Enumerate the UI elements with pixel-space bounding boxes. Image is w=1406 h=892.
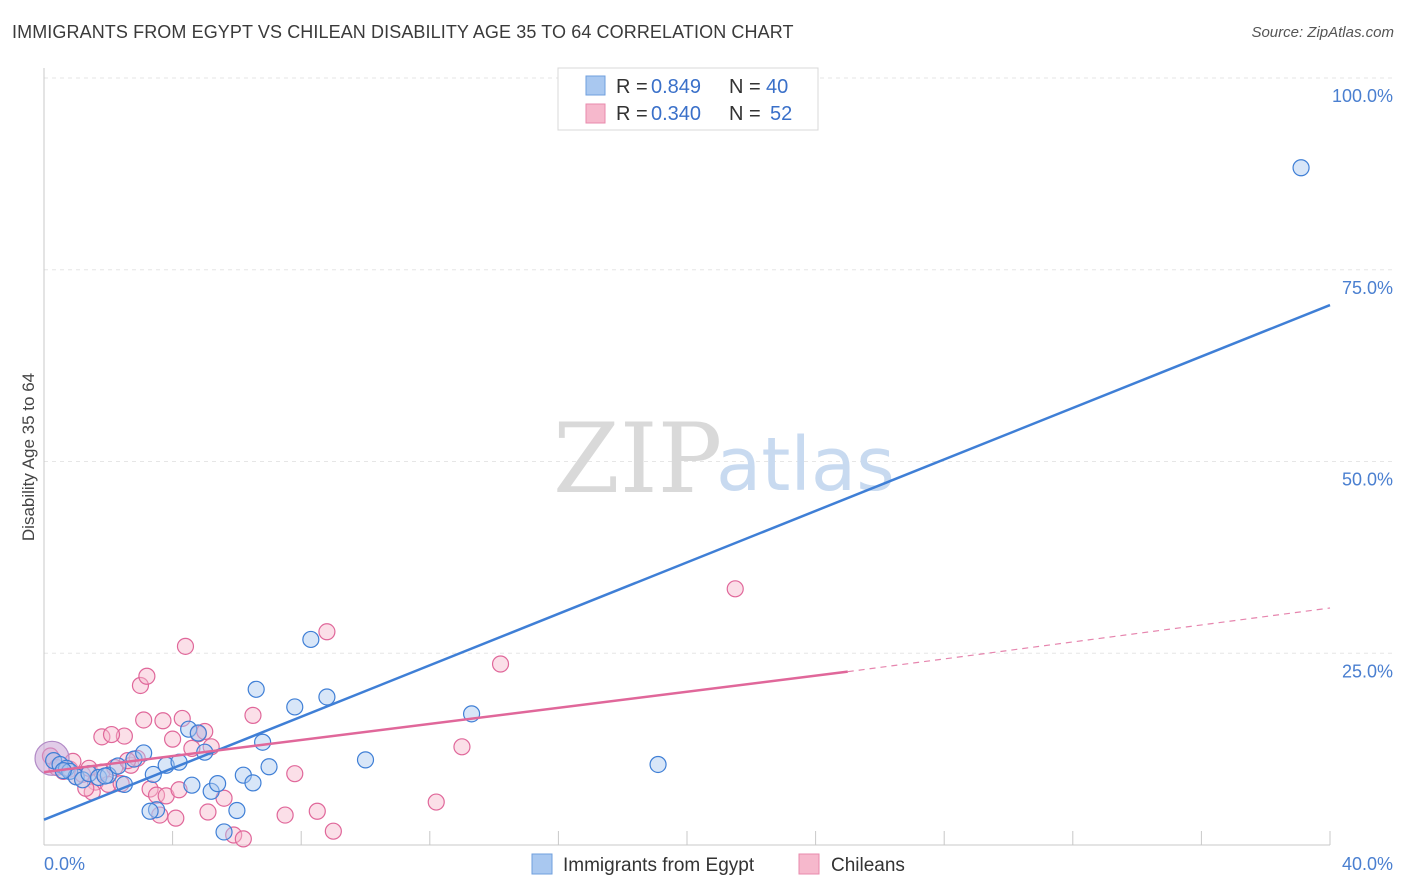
legend-n-label-pink: N = [729,103,761,125]
chileans-point-30 [199,803,217,821]
chileans-point-40 [324,822,342,840]
chileans-point-12 [115,727,133,745]
egypt-point-25 [228,801,246,820]
y-tick-labels: 25.0% 50.0% 75.0% 100.0% [1332,86,1393,681]
chileans-point-37 [286,765,304,783]
chileans-point-25 [173,709,191,728]
legend-swatch-blue [585,75,606,96]
legend-n-value-pink: 52 [770,103,792,125]
grid-layer [44,77,1393,654]
y-tick-label-50: 50.0% [1342,470,1393,490]
chileans-point-42 [453,738,471,756]
egypt-point-39 [96,767,114,785]
chart-title: IMMIGRANTS FROM EGYPT VS CHILEAN DISABIL… [12,22,794,42]
chileans-point-24 [170,781,188,799]
chart-source: Source: ZipAtlas.com [1251,24,1394,41]
chileans-point-23 [167,809,185,827]
egypt-point-37 [1292,159,1310,177]
series-legend-label-egypt: Immigrants from Egypt [563,855,755,876]
stats-legend: R = 0.849 N = 40 R = 0.340 N = 52 [557,67,819,131]
egypt-point-16 [180,720,198,738]
egypt-point-12 [135,744,153,762]
x-tick-label-max: 40.0% [1342,854,1393,874]
chileans-point-41 [427,793,445,811]
chileans-point-35 [244,706,262,724]
chileans-point-22 [164,730,182,748]
legend-r-value-blue: 0.849 [651,76,701,98]
legend-swatch-pink [585,103,606,124]
egypt-trend-line [43,303,1331,821]
chileans-point-39 [318,623,336,641]
egypt-point-30 [260,758,278,776]
chileans-point-19 [147,786,166,804]
watermark: ZIP atlas [553,403,895,515]
egypt-point-17 [189,724,207,742]
egypt-point-22 [147,801,166,819]
watermark-zip: ZIP [553,403,722,515]
egypt-point-29 [254,733,272,751]
chileans-points [34,580,744,848]
egypt-point-34 [356,751,375,769]
chileans-point-33 [225,826,243,844]
watermark-atlas: atlas [716,422,895,508]
series-legend-label-chileans: Chileans [831,855,905,876]
chileans-point-38 [308,802,326,820]
chileans-point-17 [138,667,156,685]
y-tick-label-100: 100.0% [1332,86,1393,106]
chileans-point-47 [102,725,121,744]
chileans-point-20 [151,806,169,824]
egypt-point-32 [302,630,320,649]
cluster-point-origin [34,740,70,776]
trend-layer [43,303,1331,821]
chileans-trend-extension [847,607,1331,673]
chileans-point-16 [135,711,153,729]
egypt-point-33 [318,688,336,706]
axis-layer [43,68,1331,846]
legend-r-label-blue: R = [616,76,648,98]
legend-r-value-pink: 0.340 [651,103,701,125]
y-axis-label: Disability Age 35 to 64 [19,373,38,541]
chileans-point-15 [131,676,150,695]
egypt-point-24 [215,823,233,841]
chileans-point-48 [154,712,172,730]
y-tick-label-75: 75.0% [1342,278,1393,298]
egypt-points [45,159,1310,841]
chileans-point-34 [234,830,252,848]
legend-r-label-pink: R = [616,103,648,125]
series-legend: Immigrants from Egypt Chileans [531,853,905,876]
chileans-trend-line [43,670,848,774]
chileans-point-26 [176,637,195,655]
y-tick-label-25: 25.0% [1342,661,1393,681]
legend-n-value-blue: 40 [766,76,788,98]
chileans-point-43 [491,655,510,673]
egypt-point-31 [286,698,304,716]
egypt-point-28 [247,680,265,698]
egypt-point-21 [209,775,227,793]
egypt-point-27 [244,774,262,792]
chileans-point-44 [726,580,744,598]
chileans-point-18 [141,780,159,798]
egypt-point-19 [183,776,201,794]
legend-n-label-blue: N = [729,76,761,98]
x-tick-label-min: 0.0% [44,854,85,874]
chileans-point-36 [276,806,294,824]
series-legend-swatch-chileans [798,853,820,875]
egypt-point-36 [649,755,667,774]
egypt-point-23 [141,802,159,820]
series-legend-swatch-egypt [531,853,553,875]
